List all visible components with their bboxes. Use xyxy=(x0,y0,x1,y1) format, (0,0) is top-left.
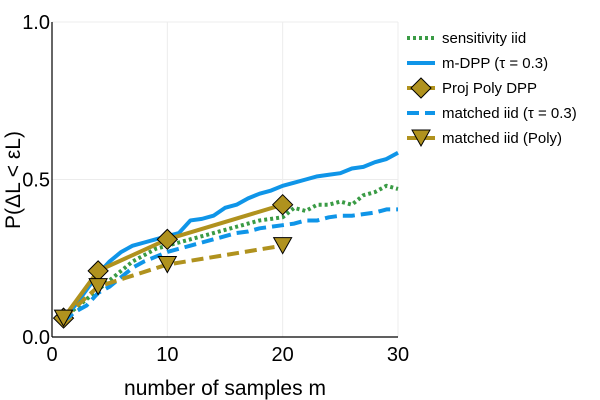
series-4 xyxy=(53,237,293,328)
series-line xyxy=(62,207,398,323)
legend-label: m-DPP (τ = 0.3) xyxy=(442,55,548,72)
series-marker xyxy=(53,309,74,328)
series-0 xyxy=(62,183,399,320)
series-marker xyxy=(272,237,293,255)
y-tick-label: 0.5 xyxy=(22,170,50,192)
legend-item: m-DPP (τ = 0.3) xyxy=(407,55,548,72)
series-line xyxy=(62,183,399,320)
series-marker xyxy=(157,256,178,274)
legend-item: matched iid (τ = 0.3) xyxy=(407,105,577,122)
series-line xyxy=(62,150,399,320)
legend-label: sensitivity iid xyxy=(442,30,526,47)
y-tick-label: 0.0 xyxy=(22,327,50,349)
legend-label: Proj Poly DPP xyxy=(442,80,537,97)
series-3 xyxy=(62,207,398,323)
grid xyxy=(52,21,399,337)
x-tick-label: 0 xyxy=(46,344,57,366)
y-axis-label: P(ΔL < εL) xyxy=(2,131,25,229)
legend-item: sensitivity iid xyxy=(407,30,526,47)
series-line xyxy=(61,202,284,320)
legend-item: Proj Poly DPP xyxy=(407,77,537,99)
series-1 xyxy=(62,150,399,320)
x-ticks: 0 10 20 30 xyxy=(46,344,409,366)
series-marker xyxy=(88,278,108,296)
x-axis-label: number of samples m xyxy=(124,377,326,400)
legend: sensitivity iid m-DPP (τ = 0.3) Proj Poly … xyxy=(407,30,577,148)
series-marker xyxy=(271,193,294,216)
y-ticks: 0.0 0.5 1.0 xyxy=(22,12,50,349)
series-group xyxy=(52,150,399,329)
series-line xyxy=(62,243,283,320)
legend-item: matched iid (Poly) xyxy=(407,129,562,148)
x-tick-label: 30 xyxy=(387,344,409,366)
x-tick-label: 10 xyxy=(156,344,178,366)
legend-marker xyxy=(411,129,431,148)
axes xyxy=(51,22,398,338)
x-tick-label: 20 xyxy=(272,344,294,366)
y-tick-label: 1.0 xyxy=(22,12,50,34)
legend-label: matched iid (τ = 0.3) xyxy=(442,105,577,122)
legend-label: matched iid (Poly) xyxy=(442,130,562,147)
legend-marker xyxy=(410,77,432,99)
series-marker xyxy=(156,228,179,251)
